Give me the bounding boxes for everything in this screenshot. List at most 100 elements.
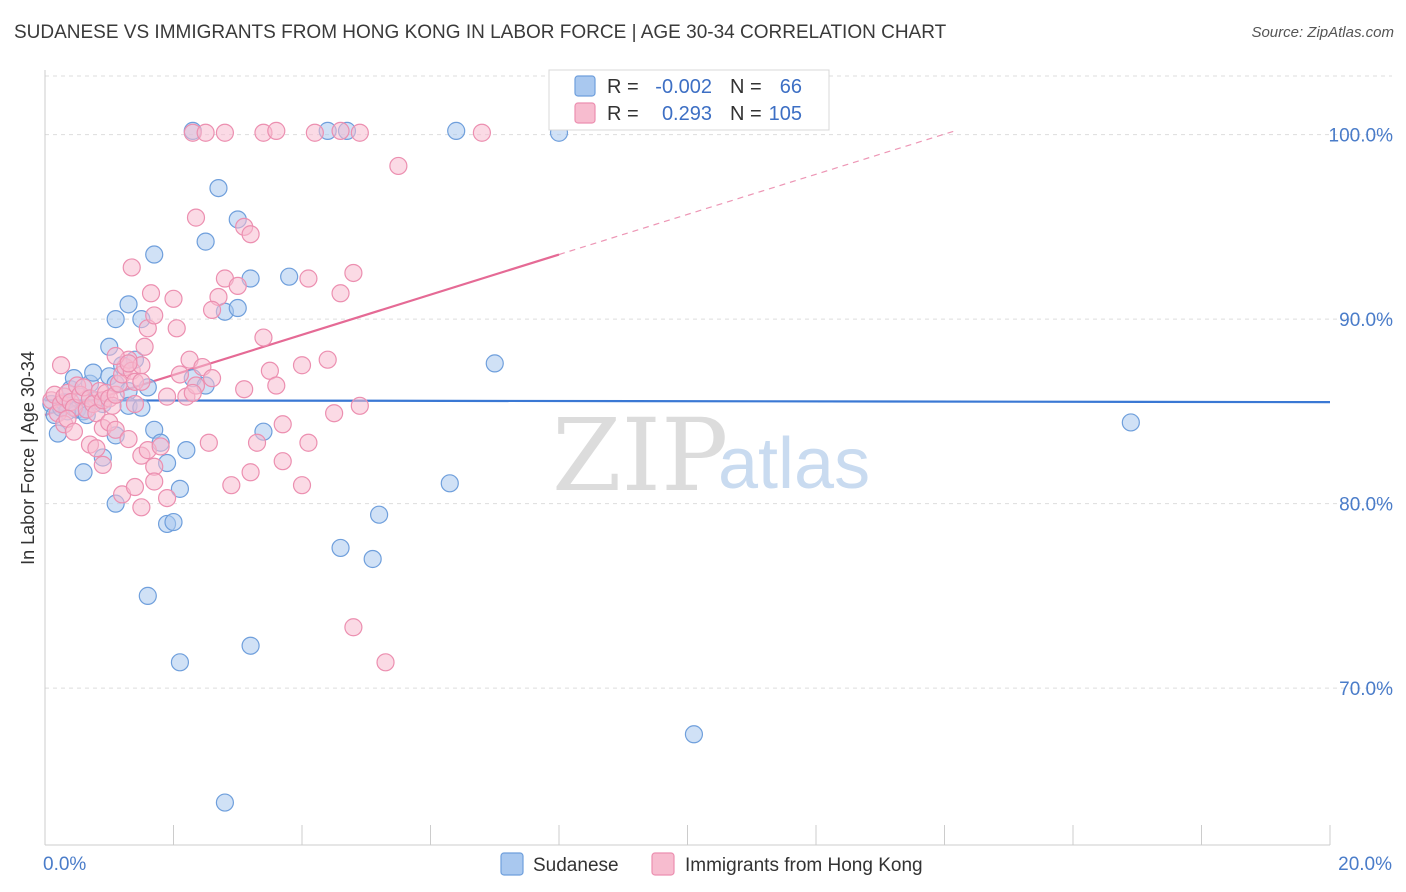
point-hk [273,452,292,471]
point-sudanese [684,725,704,744]
point-hk [344,618,363,637]
point-hk [350,396,369,415]
legend-swatch-sudanese [574,75,596,97]
legend-n-value-sudanese: 66 [780,76,802,98]
point-hk [119,354,138,373]
point-hk [267,376,286,395]
point-hk [228,276,247,295]
trend-line-sudanese [44,399,1331,404]
point-hk [183,383,202,403]
point-sudanese [74,463,93,482]
point-sudanese [196,232,215,251]
point-sudanese [177,441,196,460]
point-sudanese [1121,413,1140,432]
trend-lines [44,129,1331,417]
point-sudanese [485,354,504,373]
point-hk [106,420,125,439]
point-hk [389,156,408,176]
point-hk [145,472,164,491]
axes: 70.0% 80.0% 90.0% 100.0% 0.0% 20.0% [43,70,1393,875]
point-hk [145,306,164,325]
bottom-legend-label-sudanese: Sudanese [533,855,619,876]
point-sudanese [209,178,228,198]
point-sudanese [84,363,103,382]
point-hk [119,429,138,449]
point-hk [122,258,141,277]
watermark-atlas: atlas [718,424,870,504]
x-tick-label: 20.0% [1338,854,1392,875]
legend-r-label-sudanese: R = [607,76,639,98]
bottom-legend-label-hk: Immigrants from Hong Kong [685,855,923,876]
point-hk [292,356,312,375]
watermark: ZIP atlas [552,397,870,514]
point-hk [125,477,145,497]
point-hk [151,437,170,456]
point-hk [331,121,350,140]
point-sudanese [170,479,190,498]
point-sudanese [145,245,164,264]
trend-extension-hk [558,129,958,256]
point-hk [132,498,151,517]
point-hk [51,356,71,375]
y-axis-label: In Labor Force | Age 30-34 [18,351,38,565]
y-tick-label: 70.0% [1339,679,1393,700]
point-hk [125,394,145,414]
point-sudanese [215,793,234,812]
point-hk [318,350,337,369]
point-hk [196,123,215,142]
point-hk [202,369,222,388]
point-hk [273,415,292,434]
point-sudanese [138,586,157,605]
point-hk [241,463,260,482]
legend-r-label-hk: R = [607,103,639,125]
point-sudanese [106,310,125,329]
point-hk [64,422,84,441]
point-hk [247,433,267,452]
point-sudanese [228,298,247,318]
bottom-legend: Sudanese Immigrants from Hong Kong [500,852,923,876]
point-sudanese [370,505,389,524]
point-sudanese [447,121,466,140]
point-hk [267,121,286,140]
point-hk [299,433,318,452]
y-tick-label: 80.0% [1339,495,1393,516]
point-hk [305,123,324,142]
point-sudanese [119,295,138,314]
y-tick-label: 100.0% [1329,126,1394,147]
point-hk [215,123,234,142]
legend-n-label-hk: N = [730,103,762,125]
point-hk [167,319,186,338]
point-hk [157,488,177,508]
point-hk [164,289,183,308]
point-hk [170,365,190,384]
point-hk [241,225,260,244]
point-sudanese [241,636,260,655]
legend-n-label-sudanese: N = [730,76,762,98]
point-hk [376,653,395,672]
legend-box [548,69,830,131]
legend-r-value-sudanese: -0.002 [655,76,712,98]
point-hk [331,284,350,303]
point-sudanese [280,267,299,286]
point-hk [472,123,491,142]
bottom-legend-swatch-hk [651,852,675,876]
point-hk [141,284,161,303]
point-hk [222,476,241,495]
legend: R = -0.002 N = 66 R = 0.293 N = 105 [548,69,830,131]
point-hk [93,455,112,474]
point-hk [292,476,312,495]
data-points [42,121,1140,812]
chart-source: Source: ZipAtlas.com [1251,24,1394,41]
point-hk [235,380,254,399]
point-hk [350,123,369,142]
point-hk [157,387,177,406]
point-hk [344,263,363,283]
point-hk [202,300,222,319]
legend-n-value-hk: 105 [769,103,802,125]
point-sudanese [331,538,350,558]
point-sudanese [164,512,183,532]
watermark-zip: ZIP [552,397,728,514]
point-hk [325,404,344,423]
point-hk [299,269,318,288]
